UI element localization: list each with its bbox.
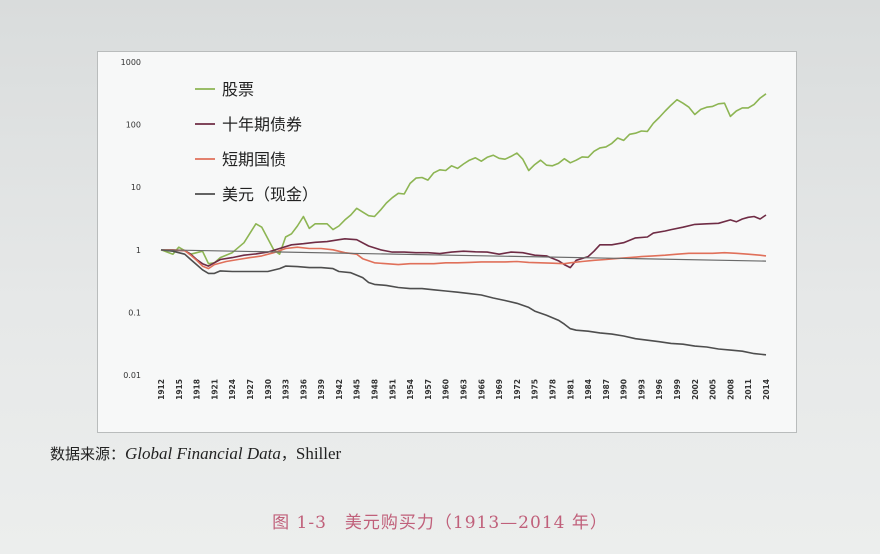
y-tick-label: 1000	[121, 58, 141, 67]
y-tick-label: 10	[131, 183, 141, 192]
x-tick-label: 1963	[460, 379, 469, 400]
x-tick-label: 1951	[388, 379, 397, 400]
x-tick-label: 1984	[584, 379, 593, 400]
x-tick-label: 1936	[299, 379, 308, 400]
x-tick-label: 1939	[317, 379, 326, 400]
x-tick-label: 1975	[531, 379, 540, 400]
source-note: 数据来源：Global Financial Data，Shiller	[50, 443, 341, 464]
y-tick-label: 100	[126, 121, 141, 130]
x-tick-label: 1921	[210, 379, 219, 400]
x-tick-label: 2008	[726, 379, 735, 400]
x-tick-label: 1969	[495, 379, 504, 400]
x-tick-label: 1948	[371, 379, 380, 400]
x-tick-label: 1918	[193, 379, 202, 400]
x-tick-label: 1966	[477, 379, 486, 400]
figure-caption: 图 1-3 美元购买力（1913—2014 年）	[272, 513, 608, 533]
reference-line	[160, 249, 767, 262]
legend-label: 十年期债券	[222, 115, 302, 134]
chart-frame: 1000 100 10 1 0.1 0.01 1912 1915 1918 1921 1924 192…	[97, 51, 797, 433]
x-tick-label: 1912	[157, 379, 166, 400]
x-tick-label: 1924	[228, 379, 237, 400]
series-line	[161, 246, 767, 270]
x-tick-label: 1954	[406, 379, 415, 400]
x-tick-label: 2011	[744, 379, 753, 400]
axes-layer: 1000 100 10 1 0.1 0.01 1912 1915 1918 1921 1924 192…	[121, 58, 771, 400]
legend-label: 股票	[222, 80, 254, 99]
source-label: 数据来源：	[50, 445, 126, 463]
source-italic: Global Financial Data	[125, 444, 281, 463]
x-tick-label: 1993	[637, 379, 646, 400]
x-tick-label: 1990	[620, 379, 629, 400]
x-tick-label: 1999	[673, 379, 682, 400]
series-line	[160, 93, 767, 265]
series-layer	[160, 93, 767, 356]
x-tick-label: 1945	[353, 379, 362, 400]
x-tick-label: 1987	[602, 379, 611, 400]
x-tick-label: 1960	[442, 379, 451, 400]
x-tick-label: 1978	[548, 379, 557, 400]
series-line	[160, 249, 767, 356]
x-tick-label: 1927	[246, 379, 255, 400]
source-plain: Shiller	[295, 444, 342, 463]
x-tick-label: 1957	[424, 379, 433, 400]
x-tick-label: 1930	[264, 379, 273, 400]
y-tick-label: 0.1	[128, 308, 141, 317]
x-tick-label: 2005	[709, 379, 718, 400]
x-tick-label: 1981	[566, 379, 575, 400]
series-line	[160, 214, 767, 269]
x-tick-label: 1972	[513, 379, 522, 400]
x-tick-label: 1915	[175, 379, 184, 400]
x-tick-label: 2002	[691, 379, 700, 400]
legend-label: 短期国债	[222, 150, 286, 169]
y-tick-label: 1	[136, 246, 141, 255]
source-separator: ，	[280, 445, 296, 463]
y-tick-label: 0.01	[123, 371, 141, 380]
x-tick-label: 1942	[335, 379, 344, 400]
x-tick-label: 1996	[655, 379, 664, 400]
chart-svg: 1000 100 10 1 0.1 0.01 1912 1915 1918 1921 1924 192…	[121, 58, 771, 400]
legend-label: 美元（现金）	[222, 185, 318, 204]
x-tick-label: 1933	[282, 379, 291, 400]
x-tick-label: 2014	[762, 379, 771, 400]
